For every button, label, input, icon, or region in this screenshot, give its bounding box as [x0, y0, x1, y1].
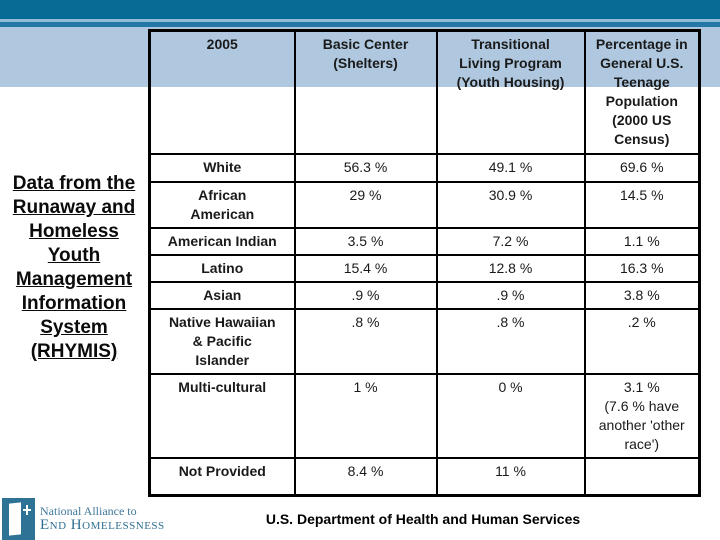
logo-line2: End Homelessness [40, 517, 165, 533]
cell-census: .2 % [583, 307, 701, 375]
table-row: Not Provided 8.4 % 11 % [148, 456, 701, 497]
cell-basic-center: 56.3 % [293, 152, 438, 183]
col-header-census: Percentage in General U.S. Teenage Popul… [583, 29, 701, 155]
cell-census [583, 456, 701, 497]
cell-census: 1.1 % [583, 226, 701, 256]
table-row: Latino 15.4 % 12.8 % 16.3 % [148, 253, 701, 283]
cell-census: 3.8 % [583, 280, 701, 310]
cell-census: 3.1 % (7.6 % have another 'other race') [583, 372, 701, 459]
cell-census: 14.5 % [583, 180, 701, 229]
naeh-building-icon [2, 498, 35, 540]
cell-basic-center: .8 % [293, 307, 438, 375]
cell-tlp: 7.2 % [435, 226, 586, 256]
cell-tlp: 30.9 % [435, 180, 586, 229]
top-bar [0, 0, 720, 19]
table-row: Asian .9 % .9 % 3.8 % [148, 280, 701, 310]
cell-census: 69.6 % [583, 152, 701, 183]
door-shape [9, 502, 21, 536]
cell-basic-center: 1 % [293, 372, 438, 459]
row-label: Latino [148, 253, 296, 283]
cell-tlp: .8 % [435, 307, 586, 375]
row-label: Not Provided [148, 456, 296, 497]
col-header-tlp: Transitional Living Program (Youth Housi… [435, 29, 586, 155]
slide-title: Data from the Runaway and Homeless Youth… [12, 173, 136, 362]
cell-census: 16.3 % [583, 253, 701, 283]
row-label: Native Hawaiian & Pacific Islander [148, 307, 296, 375]
accent-line [0, 19, 720, 22]
logo-line1: National Alliance to [40, 504, 137, 518]
table-row: White 56.3 % 49.1 % 69.6 % [148, 152, 701, 183]
cell-tlp: 0 % [435, 372, 586, 459]
table-row: American Indian 3.5 % 7.2 % 1.1 % [148, 226, 701, 256]
cell-basic-center: .9 % [293, 280, 438, 310]
table-row: Native Hawaiian & Pacific Islander .8 % … [148, 307, 701, 375]
row-label: African American [148, 180, 296, 229]
cross-mark [26, 505, 28, 515]
table-row: African American 29 % 30.9 % 14.5 % [148, 180, 701, 229]
cell-basic-center: 15.4 % [293, 253, 438, 283]
cell-tlp: 49.1 % [435, 152, 586, 183]
footer-text: U.S. Department of Health and Human Serv… [265, 511, 581, 527]
row-label: Multi-cultural [148, 372, 296, 459]
cell-tlp: 12.8 % [435, 253, 586, 283]
row-label: Asian [148, 280, 296, 310]
row-label: White [148, 152, 296, 183]
naeh-logo-text: National Alliance to End Homelessness [40, 505, 210, 533]
col-header-year: 2005 [148, 29, 296, 155]
cell-basic-center: 29 % [293, 180, 438, 229]
cell-tlp: 11 % [435, 456, 586, 497]
cell-basic-center: 8.4 % [293, 456, 438, 497]
row-label: American Indian [148, 226, 296, 256]
cell-tlp: .9 % [435, 280, 586, 310]
mid-bar [0, 22, 720, 27]
cell-basic-center: 3.5 % [293, 226, 438, 256]
table-header-row: 2005 Basic Center (Shelters) Transitiona… [148, 29, 701, 155]
col-header-basic-center: Basic Center (Shelters) [293, 29, 438, 155]
table-row: Multi-cultural 1 % 0 % 3.1 % (7.6 % have… [148, 372, 701, 459]
data-table: 2005 Basic Center (Shelters) Transitiona… [148, 29, 701, 497]
